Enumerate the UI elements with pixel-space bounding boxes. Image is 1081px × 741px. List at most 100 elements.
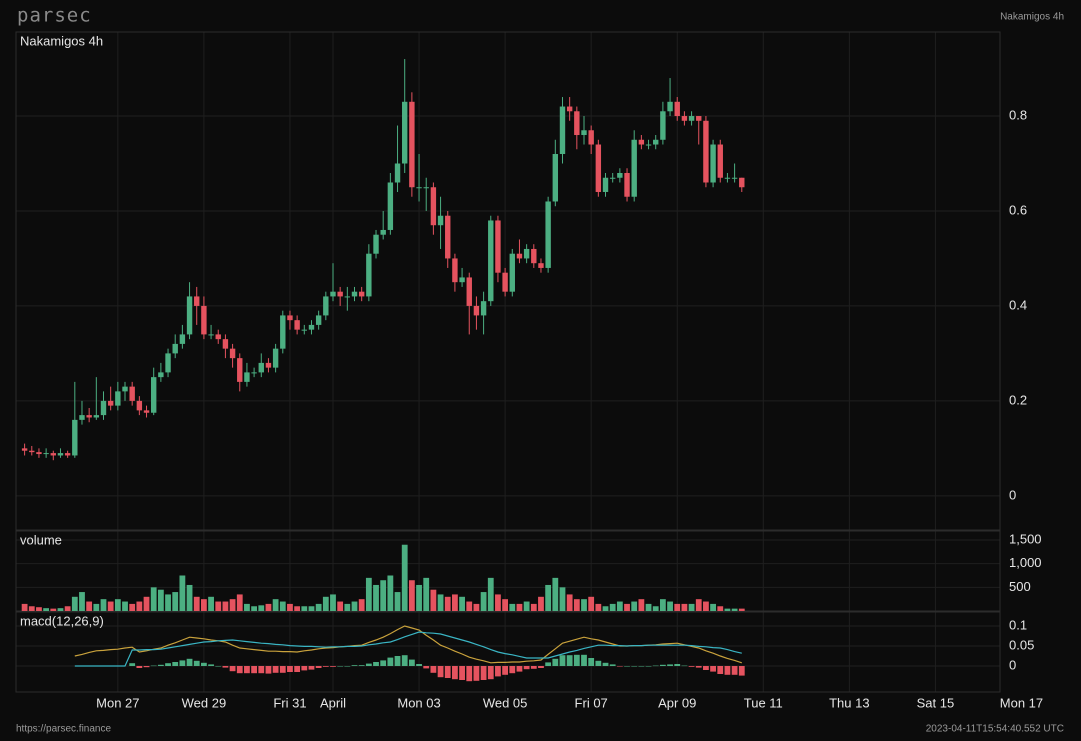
x-tick-label: Mon 17 <box>1000 695 1043 710</box>
candle-body <box>136 400 143 411</box>
volume-bar <box>258 605 265 611</box>
macd-histogram-bar <box>516 666 523 672</box>
panel-title: macd(12,26,9) <box>20 613 104 628</box>
macd-histogram-bar <box>710 666 716 672</box>
volume-bar <box>107 601 114 611</box>
candle-body <box>287 315 293 321</box>
volume-bar <box>703 601 709 611</box>
volume-bar <box>459 596 465 611</box>
candle-body <box>373 234 379 254</box>
macd-histogram-bar <box>538 666 544 668</box>
volume-bar <box>616 601 623 611</box>
volume-bar <box>681 603 688 611</box>
candle-body <box>667 101 673 112</box>
volume-bar <box>57 608 64 611</box>
y-tick-label: 0.4 <box>1009 297 1027 312</box>
candle-body <box>194 296 200 306</box>
volume-bar <box>200 599 207 611</box>
volume-bar <box>100 599 107 611</box>
candle-body <box>315 315 322 325</box>
volume-bar <box>215 601 222 611</box>
candle-body <box>280 315 286 349</box>
macd-histogram-bar <box>165 663 171 666</box>
volume-bar <box>602 606 609 611</box>
candle-body <box>215 334 221 340</box>
x-tick-label: Tue 11 <box>744 695 783 710</box>
candle-body <box>516 253 523 259</box>
macd-histogram-bar <box>480 666 487 680</box>
volume-bar <box>308 606 315 611</box>
volume-bar <box>351 601 358 611</box>
volume-bar <box>165 594 171 611</box>
volume-bar <box>695 599 702 611</box>
volume-bar <box>638 599 645 611</box>
macd-histogram-bar <box>301 666 308 671</box>
macd-histogram-bar <box>688 666 695 667</box>
candle-body <box>29 450 35 453</box>
candle-body <box>653 139 659 145</box>
macd-histogram-bar <box>530 666 537 669</box>
volume-bar <box>545 584 552 611</box>
logo: parsec <box>17 5 92 27</box>
volume-bar <box>408 580 415 611</box>
volume-bar <box>222 601 229 611</box>
volume-bar <box>380 580 387 611</box>
macd-histogram-bar <box>559 655 566 666</box>
macd-histogram-bar <box>308 666 315 670</box>
candle-body <box>688 116 695 121</box>
volume-bar <box>717 606 724 611</box>
macd-histogram-bar <box>172 662 179 666</box>
panel-border <box>15 611 1001 693</box>
macd-histogram-bar <box>143 666 150 668</box>
volume-bar <box>294 606 301 611</box>
macd-histogram-bar <box>330 666 336 667</box>
candle-body <box>660 111 666 140</box>
macd-histogram-bar <box>638 666 645 667</box>
macd-histogram-bar <box>573 654 580 666</box>
x-tick-label: Thu 13 <box>829 695 869 710</box>
candle-body <box>222 339 229 349</box>
candle-body <box>265 362 272 368</box>
volume-bar <box>251 606 258 611</box>
x-tick-label: Wed 05 <box>483 695 528 710</box>
footer-timestamp: 2023-04-11T15:54:40.552 UTC <box>926 724 1064 735</box>
volume-bar <box>157 589 164 611</box>
candle-body <box>523 248 530 259</box>
x-tick-label: April <box>320 695 346 710</box>
candle-body <box>172 343 178 354</box>
candle-body <box>337 291 343 297</box>
volume-bar <box>272 599 279 611</box>
volume-bar <box>452 594 458 611</box>
volume-bar <box>229 599 236 611</box>
candle-body <box>416 187 422 189</box>
candle-body <box>179 334 186 344</box>
candle-body <box>244 372 250 382</box>
macd-histogram-bar <box>616 666 623 667</box>
volume-bar <box>444 596 451 611</box>
candle-body <box>301 329 308 331</box>
volume-bar <box>186 584 193 611</box>
candle-body <box>724 177 731 179</box>
footer-url[interactable]: https://parsec.finance <box>16 724 111 735</box>
volume-bar <box>552 577 559 611</box>
x-tick-label: Wed 29 <box>182 695 227 710</box>
macd-histogram-bar <box>681 665 688 667</box>
candle-body <box>710 144 716 183</box>
volume-bar <box>36 607 42 611</box>
y-tick-label: 0.6 <box>1009 202 1027 217</box>
macd-histogram-bar <box>437 666 444 678</box>
x-tick-label: Mon 03 <box>397 695 440 710</box>
macd-histogram-bar <box>229 666 236 672</box>
candle-body <box>64 453 71 456</box>
candle-body <box>186 296 193 335</box>
macd-histogram-bar <box>495 666 501 677</box>
macd-histogram-bar <box>430 666 437 673</box>
candle-body <box>638 139 645 145</box>
volume-bar <box>358 599 365 611</box>
macd-histogram-bar <box>244 666 250 674</box>
candle-body <box>208 334 214 336</box>
candle-body <box>229 348 236 359</box>
candle-body <box>358 291 365 297</box>
candle-body <box>308 324 315 330</box>
